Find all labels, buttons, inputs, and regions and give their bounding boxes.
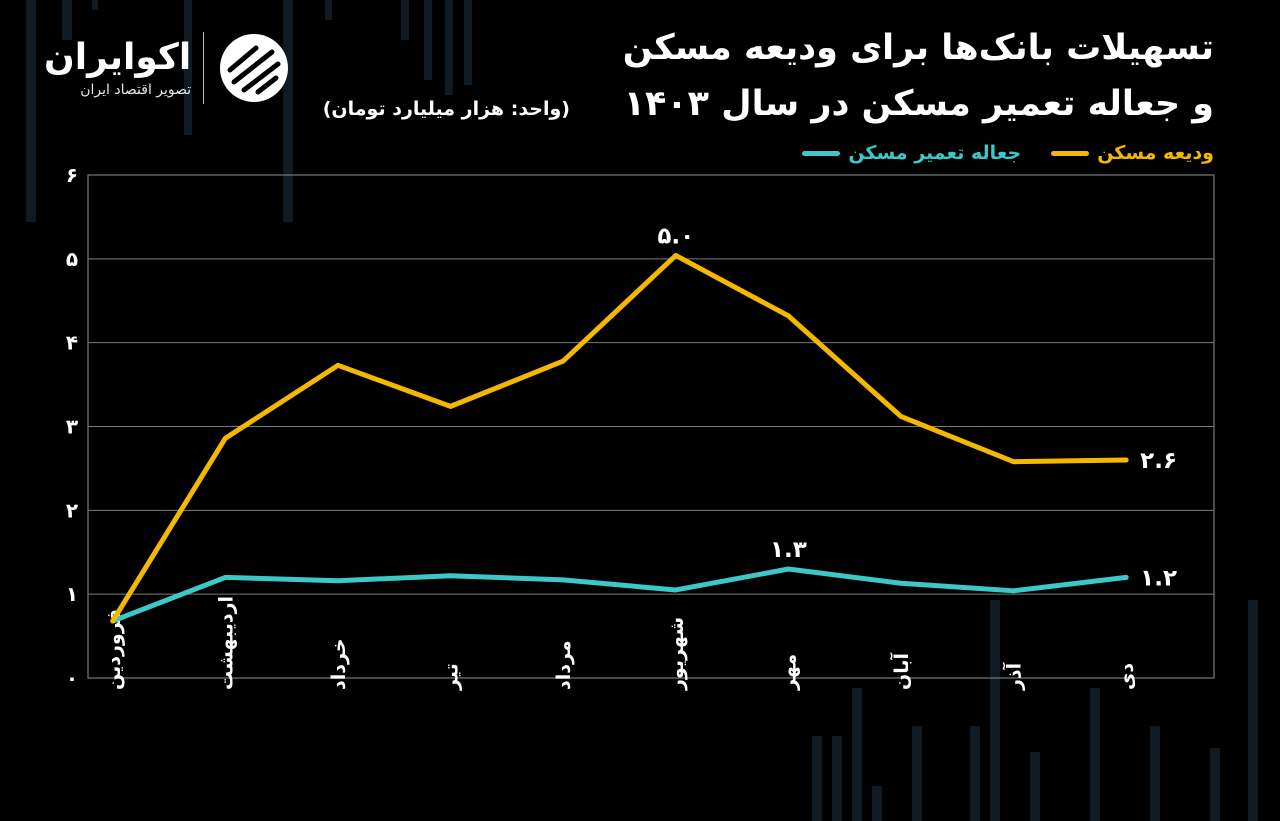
chart-title-line-2: و جعاله تعمیر مسکن در سال ۱۴۰۳ [623,84,1214,124]
x-tick-label-6: مهر [778,654,800,691]
series-repair-point-2 [335,578,341,584]
legend-item-deposit: ودیعه مسکن [1051,142,1214,164]
data-label-1: ۲.۶ [1140,448,1177,474]
legend-label-deposit: ودیعه مسکن [1097,142,1214,164]
legend-item-repair: جعاله تعمیر مسکن [802,142,1021,164]
y-tick-label-3: ۳ [66,415,78,439]
legend-swatch-deposit [1051,150,1090,156]
series-deposit-point-0 [110,618,116,624]
series-deposit-point-1 [222,435,228,441]
x-tick-label-4: مرداد [553,640,575,690]
x-tick-label-7: آبان [889,653,913,690]
series-repair-point-4 [560,577,566,583]
series-deposit-point-7 [898,414,904,419]
series-deposit-point-8 [1011,459,1016,465]
series-repair-point-8 [1011,588,1016,594]
brand-mark-icon [220,34,289,102]
x-tick-label-1: اردیبهشت [215,596,237,690]
series-repair-point-7 [898,580,904,586]
x-tick-label-8: آذر [1002,662,1026,691]
series-deposit-point-9 [1123,457,1129,463]
brand-logo: اکوایران تصویر اقتصاد ایران [44,30,292,106]
x-tick-label-0: فروردین [103,609,125,690]
series-repair-point-3 [448,573,453,579]
series-repair-point-6 [785,566,791,572]
x-tick-label-3: تیر [441,663,463,691]
chart-title-line-1: تسهیلات بانک‌ها برای ودیعه مسکن [622,28,1214,68]
series-repair-line [110,566,1129,624]
series-deposit-line [110,252,1129,624]
y-tick-label-1: ۱ [66,582,78,606]
y-tick-label-0: ۰ [66,666,78,690]
brand-name: اکوایران [44,37,192,78]
data-label-3: ۱.۲ [1140,565,1177,591]
data-label-2: ۱.۳ [770,537,807,563]
brand-text: اکوایران تصویر اقتصاد ایران [44,37,192,99]
unit-note: (واحد: هزار میلیارد تومان) [322,98,570,120]
data-label-0: ۵.۰ [657,223,694,249]
series-deposit-point-5 [673,253,679,258]
series-deposit-point-2 [335,362,341,368]
series-deposit-point-6 [785,313,791,319]
x-tick-label-5: شهریور [666,617,688,691]
logo-divider [203,32,205,104]
legend-swatch-repair [802,150,841,156]
legend-label-repair: جعاله تعمیر مسکن [848,142,1022,164]
x-tick-label-2: خرداد [328,638,350,690]
y-tick-label-6: ۶ [66,163,78,187]
series-repair-point-5 [673,587,679,593]
series-repair-point-9 [1123,575,1129,580]
y-tick-label-4: ۴ [66,331,78,355]
series-repair-point-1 [222,575,228,580]
chart-legend: ودیعه مسکن جعاله تعمیر مسکن [802,142,1214,164]
x-tick-label-9: دی [1116,663,1138,690]
y-tick-label-5: ۵ [66,247,78,271]
y-tick-label-2: ۲ [66,498,78,522]
brand-tagline: تصویر اقتصاد ایران [80,82,192,98]
series-deposit-point-3 [448,403,453,409]
series-deposit-point-4 [560,358,566,364]
